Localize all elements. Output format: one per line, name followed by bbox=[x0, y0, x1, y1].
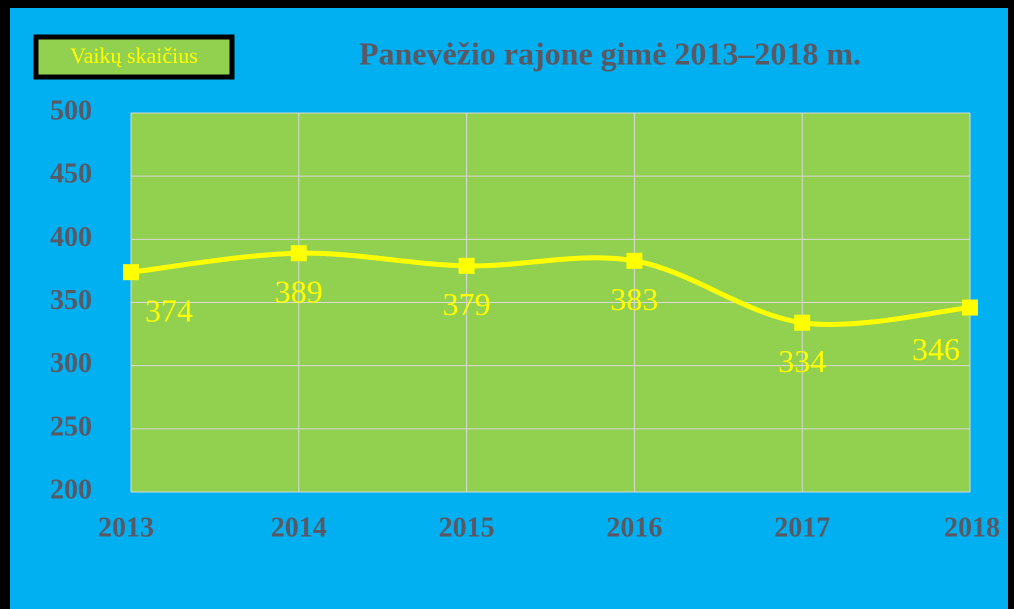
data-label: 389 bbox=[275, 274, 323, 310]
y-tick-label: 500 bbox=[50, 95, 92, 126]
y-tick-label: 450 bbox=[50, 159, 92, 190]
x-tick-label: 2015 bbox=[439, 512, 495, 543]
marker bbox=[794, 314, 811, 331]
x-tick-label: 2018 bbox=[944, 512, 1000, 543]
x-tick-label: 2013 bbox=[98, 512, 154, 543]
x-tick-label: 2016 bbox=[606, 512, 662, 543]
y-tick-label: 350 bbox=[50, 285, 92, 316]
data-label: 346 bbox=[912, 331, 960, 367]
x-tick-label: 2014 bbox=[271, 512, 327, 543]
chart-title: Panevėžio rajone gimė 2013–2018 m. bbox=[359, 35, 861, 71]
y-tick-label: 250 bbox=[50, 411, 92, 442]
marker bbox=[458, 257, 475, 274]
y-tick-label: 200 bbox=[50, 474, 92, 505]
legend-box bbox=[33, 34, 235, 80]
marker bbox=[626, 252, 643, 269]
data-label: 334 bbox=[778, 343, 826, 379]
marker bbox=[962, 299, 978, 316]
series-line bbox=[130, 250, 971, 327]
marker bbox=[290, 245, 307, 262]
y-tick-label: 300 bbox=[50, 348, 92, 379]
data-label: 379 bbox=[443, 286, 491, 322]
y-tick-label: 400 bbox=[50, 222, 92, 253]
x-tick-label: 2017 bbox=[774, 512, 830, 543]
legend-label: Vaikų skaičius bbox=[70, 43, 198, 68]
data-label: 374 bbox=[145, 293, 193, 329]
data-label: 383 bbox=[610, 281, 658, 317]
marker bbox=[123, 264, 139, 281]
